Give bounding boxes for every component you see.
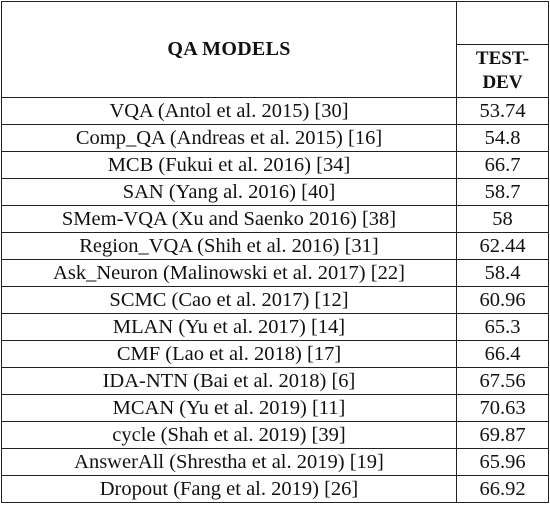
column-header-qa-models: QA MODELS	[1, 1, 457, 98]
model-name-cell: AnswerAll (Shrestha et al. 2019) [19]	[1, 448, 457, 476]
model-name-cell: Comp_QA (Andreas et al. 2015) [16]	[1, 124, 457, 152]
table-row: CMF (Lao et al. 2018) [17] 66.4	[1, 340, 549, 368]
test-dev-score-cell: 66.7	[456, 151, 549, 179]
model-name-cell: CMF (Lao et al. 2018) [17]	[1, 340, 457, 368]
test-dev-score-cell: 67.56	[456, 367, 549, 395]
table-row: MCB (Fukui et al. 2016) [34] 66.7	[1, 151, 549, 179]
model-name-cell: SCMC (Cao et al. 2017) [12]	[1, 286, 457, 314]
table-row: cycle (Shah et al. 2019) [39] 69.87	[1, 421, 549, 449]
model-name-cell: MCAN (Yu et al. 2019) [11]	[1, 394, 457, 422]
table-header-row-2: TEST- DEV	[2, 44, 549, 98]
test-dev-score-cell: 60.96	[456, 286, 549, 314]
test-dev-score-cell: 69.87	[456, 421, 549, 449]
table-row: AnswerAll (Shrestha et al. 2019) [19] 65.…	[1, 448, 549, 476]
column-header-test-dev: TEST- DEV	[456, 44, 549, 98]
table-row: Comp_QA (Andreas et al. 2015) [16] 54.8	[1, 124, 549, 152]
test-dev-score-cell: 66.92	[456, 475, 549, 503]
test-dev-score-cell: 65.96	[456, 448, 549, 476]
table-row: IDA-NTN (Bai et al. 2018) [6] 67.56	[1, 367, 549, 395]
model-name-cell: Ask_Neuron (Malinowski et al. 2017) [22]	[1, 259, 457, 287]
table-row: Ask_Neuron (Malinowski et al. 2017) [22]…	[1, 259, 549, 287]
test-dev-score-cell: 54.8	[456, 124, 549, 152]
model-name-cell: MLAN (Yu et al. 2017) [14]	[1, 313, 457, 341]
model-name-cell: Dropout (Fang et al. 2019) [26]	[1, 475, 457, 503]
column-header-test-dev-line1: TEST-	[475, 48, 530, 69]
model-name-cell: SMem-VQA (Xu and Saenko 2016) [38]	[1, 205, 457, 233]
model-name-cell: Region_VQA (Shih et al. 2016) [31]	[1, 232, 457, 260]
header-empty-cell	[456, 1, 549, 45]
test-dev-score-cell: 62.44	[456, 232, 549, 260]
test-dev-score-cell: 58.4	[456, 259, 549, 287]
test-dev-score-cell: 58	[456, 205, 549, 233]
model-name-cell: MCB (Fukui et al. 2016) [34]	[1, 151, 457, 179]
table-body: VQA (Antol et al. 2015) [30] 53.74 Comp_QA…	[1, 97, 549, 503]
table-row: Dropout (Fang et al. 2019) [26] 66.92	[1, 475, 549, 503]
table-row: SCMC (Cao et al. 2017) [12] 60.96	[1, 286, 549, 314]
test-dev-score-cell: 70.63	[456, 394, 549, 422]
test-dev-score-cell: 65.3	[456, 313, 549, 341]
model-name-cell: cycle (Shah et al. 2019) [39]	[1, 421, 457, 449]
table-row: MLAN (Yu et al. 2017) [14] 65.3	[1, 313, 549, 341]
table-row: Region_VQA (Shih et al. 2016) [31] 62.44	[1, 232, 549, 260]
model-name-cell: IDA-NTN (Bai et al. 2018) [6]	[1, 367, 457, 395]
model-name-cell: VQA (Antol et al. 2015) [30]	[1, 97, 457, 125]
test-dev-score-cell: 58.7	[456, 178, 549, 206]
table-row: SAN (Yang al. 2016) [40] 58.7	[1, 178, 549, 206]
column-header-test-dev-line2: DEV	[482, 72, 523, 93]
table-header-row: QA MODELS	[1, 1, 549, 98]
table-row: MCAN (Yu et al. 2019) [11] 70.63	[1, 394, 549, 422]
test-dev-score-cell: 53.74	[456, 97, 549, 125]
table-row: VQA (Antol et al. 2015) [30] 53.74	[1, 97, 549, 125]
model-name-cell: SAN (Yang al. 2016) [40]	[1, 178, 457, 206]
table-row: SMem-VQA (Xu and Saenko 2016) [38] 58	[1, 205, 549, 233]
qa-models-table: QA MODELS TEST- DEV VQA (Antol et al. 20…	[1, 1, 549, 503]
test-dev-score-cell: 66.4	[456, 340, 549, 368]
